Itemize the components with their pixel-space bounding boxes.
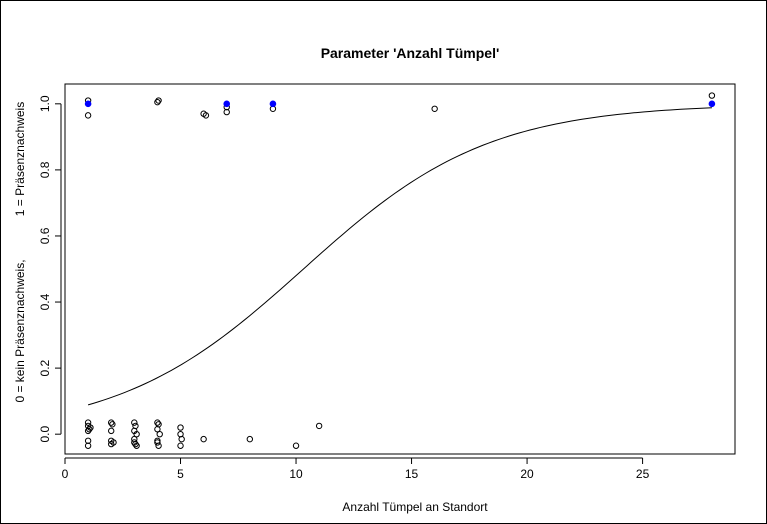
observation-point	[154, 419, 161, 426]
observation-point	[84, 419, 92, 426]
observation-point	[86, 426, 93, 433]
observation-point	[108, 419, 115, 426]
presence-point-blue	[223, 100, 231, 108]
observation-point	[133, 430, 140, 438]
x-axis: 0 5 10 15 20 25	[62, 457, 650, 481]
observation-point	[84, 112, 92, 119]
observation-point	[431, 105, 438, 112]
y-tick-label: 0.0	[38, 426, 52, 443]
observation-point	[315, 422, 323, 430]
observation-point	[156, 430, 163, 438]
observation-point	[155, 442, 162, 449]
y-axis: 0.0 0.2 0.4 0.6 0.8 1.0	[38, 95, 62, 443]
x-tick-label: 5	[177, 467, 184, 481]
observation-point	[202, 112, 210, 119]
data-points	[84, 92, 716, 449]
y-axis-label-line2: 1 = Präsenznachweis	[13, 102, 27, 216]
x-tick-label: 15	[405, 467, 419, 481]
observation-point	[177, 442, 184, 449]
x-tick-label: 25	[636, 467, 650, 481]
presence-point-blue	[269, 100, 277, 108]
observation-point	[131, 439, 138, 446]
observation-point	[108, 440, 115, 448]
y-tick-label: 1.0	[38, 95, 52, 112]
observation-point	[178, 435, 185, 443]
y-tick-label: 0.8	[38, 161, 52, 178]
observation-point	[154, 426, 161, 433]
observation-point	[154, 439, 161, 446]
chart-title: Parameter 'Anzahl Tümpel'	[321, 45, 500, 61]
presence-point-blue	[84, 100, 92, 108]
x-tick-label: 20	[520, 467, 534, 481]
observation-point	[131, 419, 138, 426]
y-axis-label-line1: 0 = kein Präsenznachweis,	[13, 259, 27, 402]
observation-point	[155, 97, 162, 104]
observation-point	[84, 427, 92, 435]
observation-point	[177, 424, 184, 431]
y-tick-label: 0.2	[38, 359, 52, 376]
fitted-logistic-curve	[87, 107, 712, 406]
y-tick-label: 0.6	[38, 227, 52, 244]
y-tick-label: 0.4	[38, 293, 52, 310]
observation-point	[109, 421, 116, 428]
observation-point	[108, 427, 115, 435]
observation-point	[84, 442, 92, 449]
observation-point	[154, 98, 161, 106]
observation-point	[708, 92, 716, 99]
observation-point	[200, 435, 207, 443]
observation-point	[132, 440, 139, 448]
x-axis-label: Anzahl Tümpel an Standort	[342, 500, 488, 514]
observation-point	[292, 442, 300, 449]
plot-box	[64, 83, 736, 455]
presence-point-blue	[708, 100, 716, 108]
observation-point	[246, 435, 254, 443]
x-tick-label: 0	[62, 467, 69, 481]
x-tick-label: 10	[289, 467, 303, 481]
